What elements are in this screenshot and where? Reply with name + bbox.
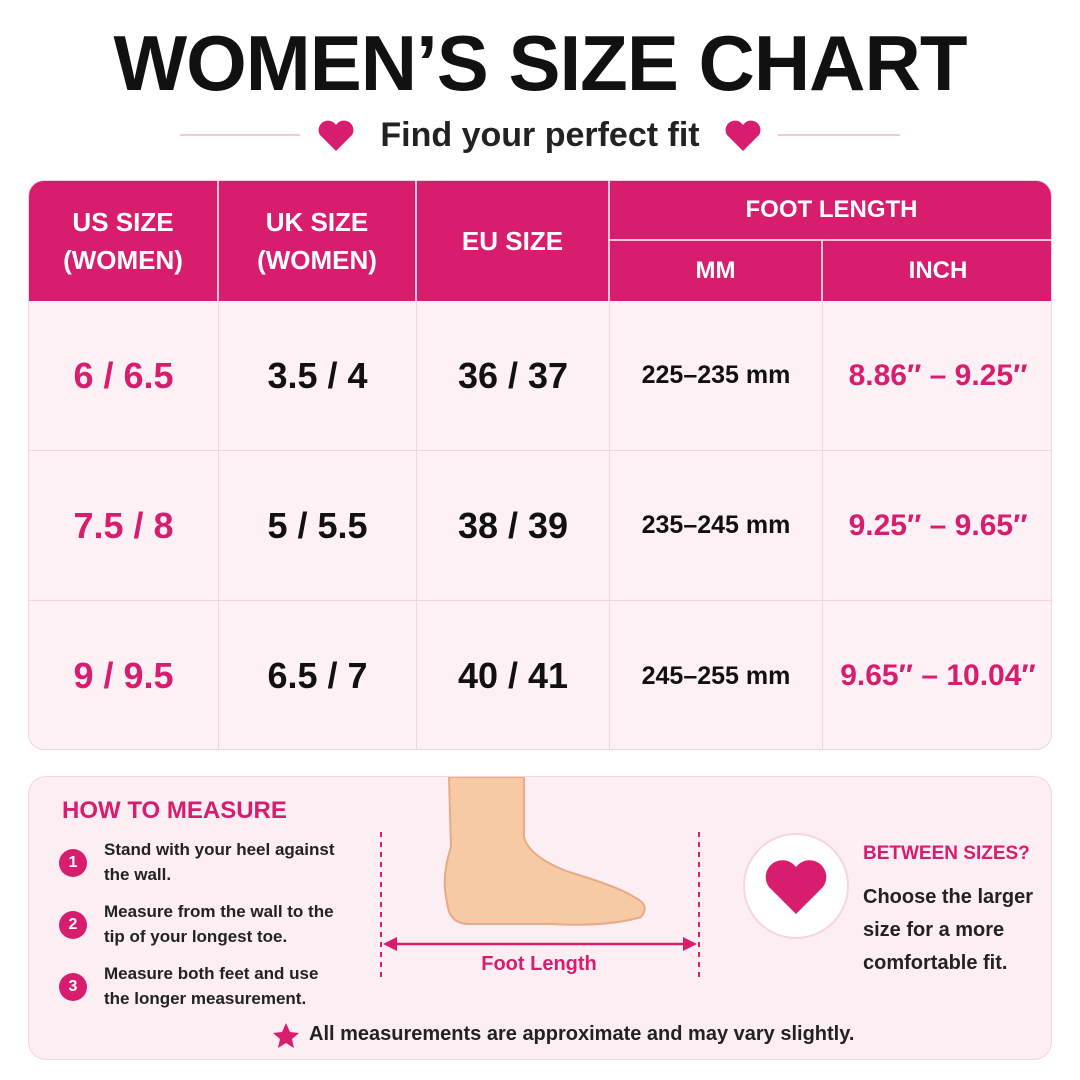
heart-icon: [743, 833, 849, 939]
step-text: Measure from the wall to the tip of your…: [104, 902, 334, 946]
between-title: BETWEEN SIZES?: [863, 843, 1030, 864]
table-cell: 7.5 / 8: [29, 451, 219, 601]
table-cell: 40 / 41: [417, 601, 610, 749]
figure-label: Foot Length: [481, 953, 597, 975]
table-cell: 9.25″ – 9.65″: [823, 451, 1051, 601]
table-cell: 235–245 mm: [610, 451, 823, 601]
header-cell: US SIZE (WOMEN): [29, 181, 219, 301]
subtitle: Find your perfect fit: [380, 116, 700, 154]
table-cell: 6.5 / 7: [219, 601, 417, 749]
measure-panel: HOW TO MEASURE Foot Length BETWEEN SIZES…: [28, 776, 1052, 1060]
table-cell: 3.5 / 4: [219, 301, 417, 451]
step-number: 2: [59, 911, 87, 939]
subtitle-decor: [180, 120, 900, 151]
step-number: 1: [59, 849, 87, 877]
header-cell: FOOT LENGTH: [610, 181, 1051, 241]
measure-title: HOW TO MEASURE: [62, 797, 287, 824]
note: All measurements are approximate and may…: [309, 1023, 855, 1045]
table-cell: 36 / 37: [417, 301, 610, 451]
table-cell: 9.65″ – 10.04″: [840, 659, 1036, 692]
header-cell: EU SIZE: [417, 181, 610, 301]
header-cell: UK SIZE (WOMEN): [219, 181, 417, 301]
step-number: 3: [59, 973, 87, 1001]
header-cell: MM: [610, 241, 823, 301]
between-text: Choose the larger size for a more comfor…: [863, 886, 1034, 974]
foot-illustration: [380, 777, 700, 977]
step-text: Stand with your heel against the wall.: [104, 840, 335, 884]
table-cell: 38 / 39: [417, 451, 610, 601]
table-cell: 245–255 mm: [610, 601, 823, 749]
table-cell: 9 / 9.5: [29, 601, 219, 749]
table-cell: 6 / 6.5: [29, 301, 219, 451]
header-cell: INCH: [823, 241, 1051, 301]
size-table: US SIZE (WOMEN) UK SIZE (WOMEN) EU SIZE …: [28, 180, 1052, 750]
title: WOMEN’S SIZE CHART: [113, 19, 968, 107]
star-icon: [273, 1023, 299, 1048]
table-cell: 225–235 mm: [610, 301, 823, 451]
table-cell: 5 / 5.5: [219, 451, 417, 601]
table-cell: 8.86″ – 9.25″: [823, 301, 1051, 451]
step-text: Measure both feet and use the longer mea…: [104, 964, 319, 1008]
